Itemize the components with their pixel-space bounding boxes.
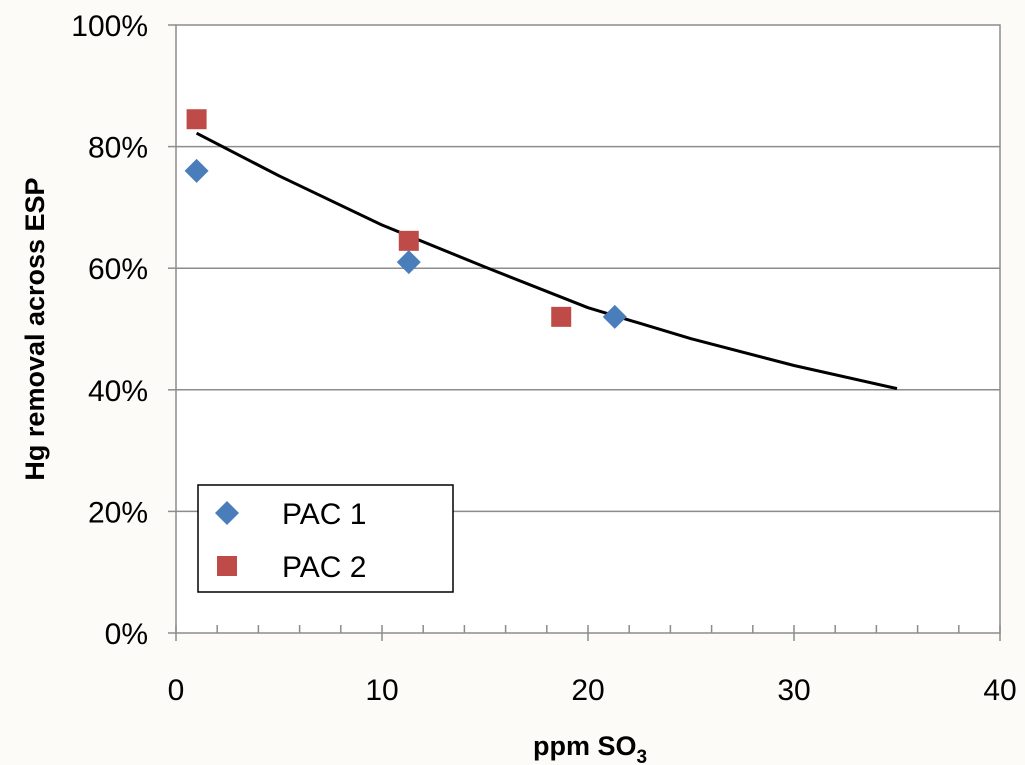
x-tick-label: 10: [365, 674, 398, 707]
legend: PAC 1 PAC 2: [197, 484, 454, 593]
x-axis-title-main: ppm SO: [533, 731, 637, 761]
legend-label: PAC 1: [282, 498, 366, 531]
x-axis-title: ppm SO3: [533, 731, 647, 765]
y-tick-labels: 0% 20% 40% 60% 80% 100%: [71, 10, 148, 651]
pac1-point: [396, 250, 421, 275]
y-tick-label: 0%: [105, 618, 148, 651]
legend-marker: [215, 501, 239, 525]
legend-label: PAC 2: [282, 551, 366, 584]
trendline-group: [195, 131, 898, 391]
y-tick-label: 60%: [88, 253, 148, 286]
y-tick-label: 20%: [88, 496, 148, 529]
y-tick-label: 80%: [88, 132, 148, 165]
legend-box: [197, 484, 454, 593]
legend-marker: [217, 556, 237, 576]
x-tick-label: 20: [571, 674, 604, 707]
pac2-point: [186, 109, 207, 130]
x-tick-label: 30: [777, 674, 810, 707]
x-tick-labels: 0 10 20 30 40: [168, 674, 1017, 707]
x-axis-title-subscript: 3: [636, 747, 647, 765]
pac1-point: [184, 158, 209, 183]
y-tick-label: 40%: [88, 375, 148, 408]
pac1-point: [602, 304, 627, 329]
x-tick-label: 40: [983, 674, 1016, 707]
x-tick-label: 0: [168, 674, 185, 707]
axis-ticks: [168, 24, 1001, 641]
trendline: [195, 131, 898, 391]
y-axis-title: Hg removal across ESP: [20, 177, 50, 480]
pac2-point: [398, 230, 419, 251]
data-points: [184, 109, 627, 329]
y-tick-label: 100%: [71, 10, 148, 43]
pac2-point: [551, 306, 572, 327]
